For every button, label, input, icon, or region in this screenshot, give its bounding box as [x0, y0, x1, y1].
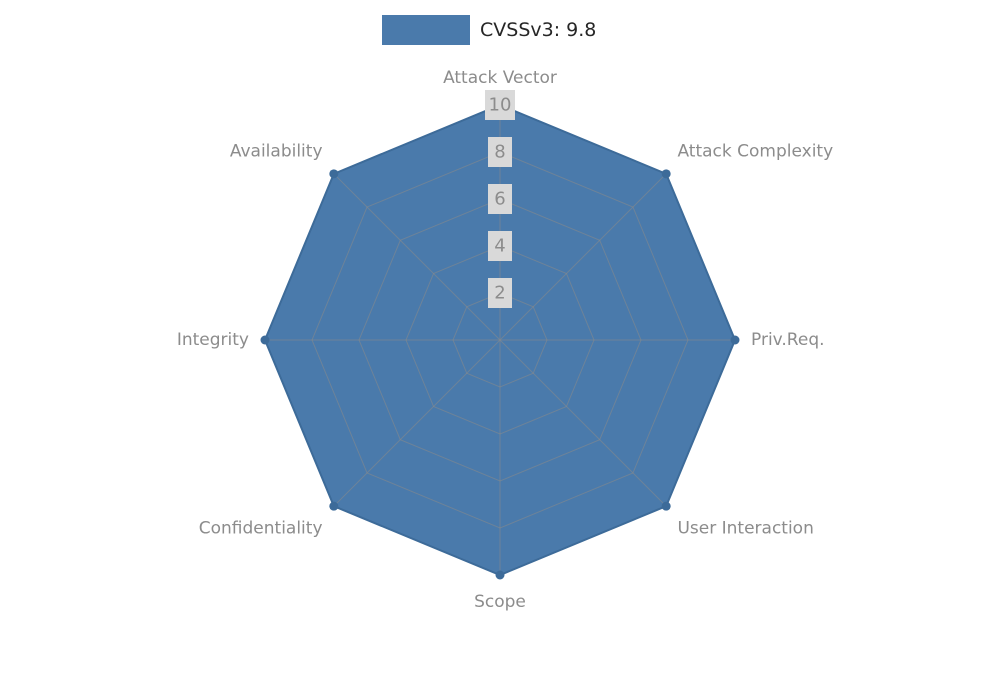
series-vertex-dot [495, 570, 505, 580]
series-vertex-dot [730, 335, 740, 345]
radial-tick-labels: 2 4 6 8 10 [485, 90, 515, 308]
axis-label-attack-complexity: Attack Complexity [677, 142, 833, 162]
radial-tick-label: 2 [494, 283, 505, 304]
legend-series-label: CVSSv3: 9.8 [480, 19, 597, 41]
axis-label-attack-vector: Attack Vector [443, 68, 557, 88]
axis-label-priv-req: Priv.Req. [751, 330, 825, 350]
axis-label-user-interaction: User Interaction [677, 518, 813, 538]
chart-legend: CVSSv3: 9.8 [382, 15, 596, 45]
series-vertex-dot [329, 169, 339, 179]
series-vertex-dot [661, 501, 671, 511]
legend-color-swatch [382, 15, 470, 45]
axis-label-integrity: Integrity [177, 330, 249, 350]
series-outline [260, 100, 740, 580]
axis-label-availability: Availability [230, 142, 323, 162]
series-vertex-dot [329, 501, 339, 511]
series-vertex-dot [661, 169, 671, 179]
axis-label-confidentiality: Confidentiality [199, 518, 323, 538]
axis-labels: Attack Vector Attack Complexity Priv.Req. U… [177, 68, 833, 612]
series-vertex-dot [260, 335, 270, 345]
radial-tick-label: 6 [494, 189, 505, 210]
radar-spokes [265, 105, 735, 575]
radial-tick-label: 8 [494, 142, 505, 163]
radial-tick-label: 10 [489, 95, 512, 116]
radial-tick-label: 4 [494, 236, 505, 257]
axis-label-scope: Scope [474, 592, 526, 612]
